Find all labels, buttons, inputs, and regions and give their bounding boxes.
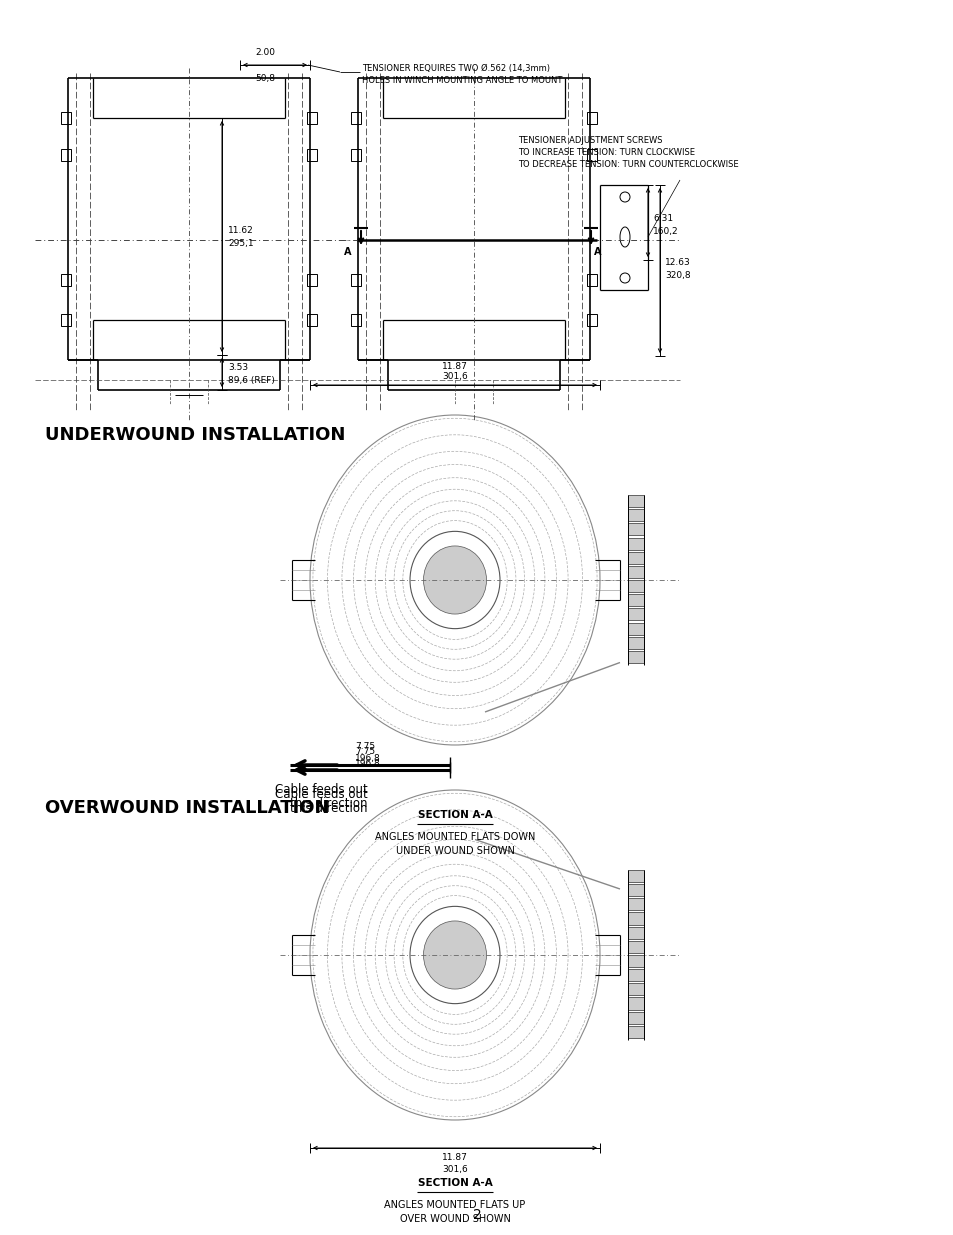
Bar — [627, 622, 643, 635]
Bar — [351, 314, 360, 326]
Text: SECTION A-A: SECTION A-A — [417, 810, 492, 820]
Bar — [627, 955, 643, 967]
Text: 3.53: 3.53 — [228, 363, 248, 373]
Text: UNDER WOUND SHOWN: UNDER WOUND SHOWN — [395, 846, 514, 856]
Text: A: A — [594, 247, 601, 257]
Bar — [627, 1011, 643, 1024]
Bar — [61, 314, 71, 326]
Text: Cable feeds out: Cable feeds out — [274, 783, 367, 797]
Bar — [351, 112, 360, 124]
Text: ANGLES MOUNTED FLATS DOWN: ANGLES MOUNTED FLATS DOWN — [375, 832, 535, 842]
Text: 6.31: 6.31 — [652, 214, 673, 222]
Bar — [627, 1026, 643, 1037]
Text: 196,8: 196,8 — [355, 755, 380, 763]
Text: OVER WOUND SHOWN: OVER WOUND SHOWN — [399, 1214, 510, 1224]
Bar — [627, 637, 643, 648]
Bar — [586, 314, 597, 326]
Text: 295,1: 295,1 — [228, 238, 253, 247]
Bar — [627, 913, 643, 925]
Bar — [61, 112, 71, 124]
Bar — [627, 495, 643, 508]
Text: this direction: this direction — [290, 797, 367, 810]
Bar — [586, 112, 597, 124]
Bar — [586, 274, 597, 287]
Text: 2.00: 2.00 — [254, 48, 274, 57]
Bar — [61, 149, 71, 161]
Text: SECTION A-A: SECTION A-A — [417, 1178, 492, 1188]
Bar — [307, 112, 316, 124]
Text: 301,6: 301,6 — [441, 372, 467, 382]
Text: 89,6 (REF): 89,6 (REF) — [228, 377, 274, 385]
Bar — [627, 926, 643, 939]
Bar — [627, 609, 643, 620]
Bar — [586, 149, 597, 161]
Text: TO INCREASE TENSION: TURN CLOCKWISE: TO INCREASE TENSION: TURN CLOCKWISE — [517, 147, 695, 157]
Text: 320,8: 320,8 — [664, 270, 690, 279]
Bar — [627, 580, 643, 592]
Bar — [627, 898, 643, 910]
Bar — [627, 537, 643, 550]
Ellipse shape — [423, 546, 486, 614]
Bar — [61, 274, 71, 287]
Bar — [627, 524, 643, 536]
Text: TENSIONER ADJUSTMENT SCREWS: TENSIONER ADJUSTMENT SCREWS — [517, 136, 661, 144]
Text: TO DECREASE TENSION: TURN COUNTERCLOCKWISE: TO DECREASE TENSION: TURN COUNTERCLOCKWI… — [517, 159, 738, 168]
Text: 196,8: 196,8 — [355, 760, 380, 768]
Bar — [627, 594, 643, 606]
Text: 160,2: 160,2 — [652, 226, 678, 236]
Bar — [627, 566, 643, 578]
Text: 50,8: 50,8 — [254, 74, 274, 83]
Text: A: A — [344, 247, 352, 257]
Text: ANGLES MOUNTED FLATS UP: ANGLES MOUNTED FLATS UP — [384, 1200, 525, 1210]
Bar — [351, 149, 360, 161]
Bar — [627, 941, 643, 953]
Bar — [627, 983, 643, 995]
Ellipse shape — [410, 531, 499, 629]
Text: 7.75: 7.75 — [355, 742, 375, 752]
Bar — [351, 274, 360, 287]
Bar — [627, 998, 643, 1010]
Text: this direction: this direction — [290, 802, 367, 815]
Bar — [307, 314, 316, 326]
Bar — [627, 884, 643, 897]
Text: UNDERWOUND INSTALLATION: UNDERWOUND INSTALLATION — [45, 426, 345, 445]
Text: 11.87: 11.87 — [441, 1153, 468, 1162]
Bar — [627, 552, 643, 564]
Text: 2: 2 — [472, 1208, 481, 1221]
Bar — [627, 969, 643, 982]
Bar — [627, 651, 643, 663]
Bar — [307, 274, 316, 287]
Ellipse shape — [423, 921, 486, 989]
Bar — [627, 509, 643, 521]
Text: OVERWOUND INSTALLATION: OVERWOUND INSTALLATION — [45, 799, 329, 818]
Text: TENSIONER REQUIRES TWO Ø.562 (14,3mm): TENSIONER REQUIRES TWO Ø.562 (14,3mm) — [361, 63, 550, 73]
Text: 7.75: 7.75 — [355, 747, 375, 757]
Text: 301,6: 301,6 — [441, 1165, 467, 1174]
Text: HOLES IN WINCH MOUNTING ANGLE TO MOUNT: HOLES IN WINCH MOUNTING ANGLE TO MOUNT — [361, 75, 561, 84]
Text: Cable feeds out: Cable feeds out — [274, 788, 367, 802]
Text: 11.87: 11.87 — [441, 362, 468, 370]
Text: 12.63: 12.63 — [664, 258, 690, 267]
Bar — [307, 149, 316, 161]
Bar — [627, 869, 643, 882]
Text: 11.62: 11.62 — [228, 226, 253, 235]
Ellipse shape — [410, 906, 499, 1004]
